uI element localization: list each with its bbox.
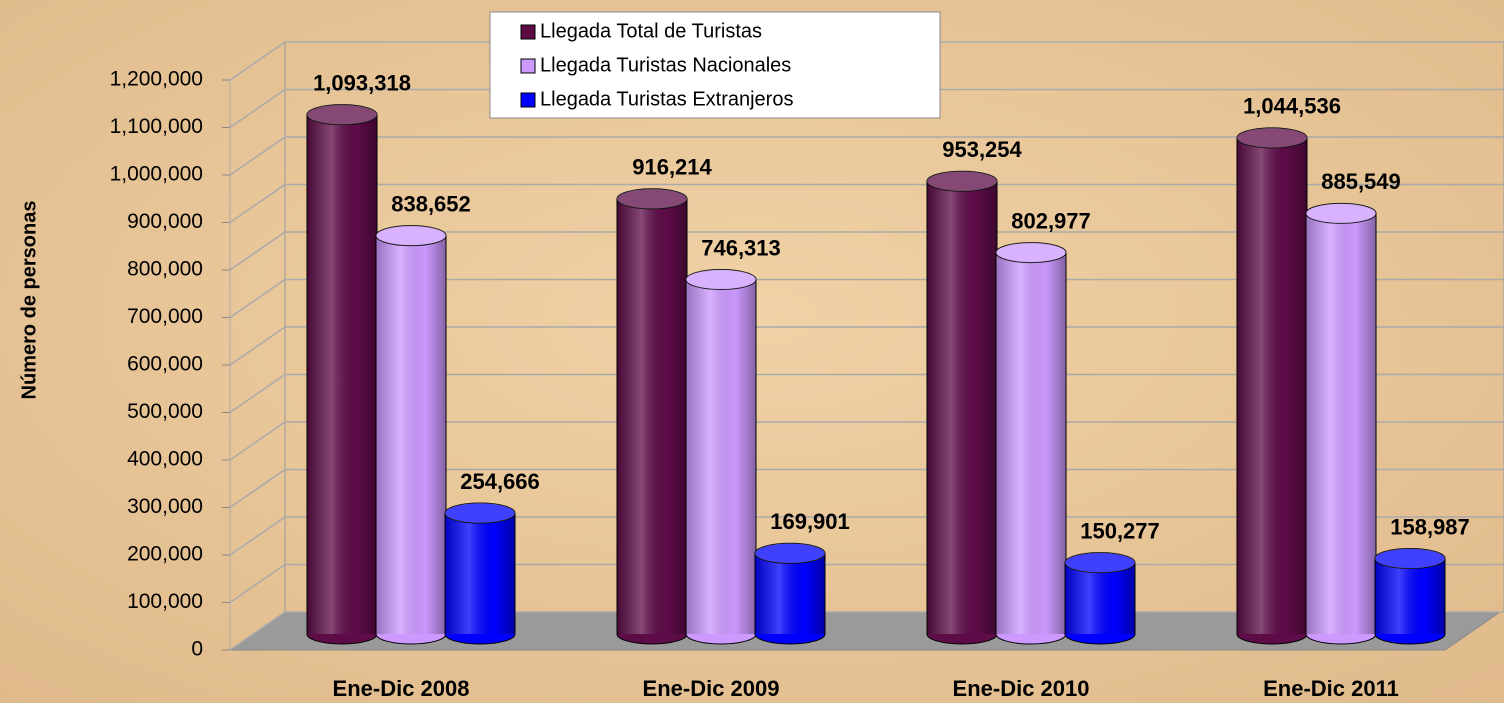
x-tick-label: Ene-Dic 2009: [643, 676, 780, 701]
side-grid-line: [229, 421, 286, 461]
side-grid-line: [229, 136, 286, 176]
bar-shade: [445, 513, 515, 634]
bar-shade: [617, 198, 687, 635]
y-tick-label: 400,000: [127, 448, 203, 471]
bar-top: [754, 542, 826, 564]
y-tick-label: 1,000,000: [110, 163, 203, 186]
bar-top-light: [1375, 548, 1445, 569]
side-grid-line: [229, 88, 286, 129]
bar-top: [444, 502, 516, 524]
side-grid-line: [229, 278, 286, 319]
bar-top: [616, 188, 688, 210]
side-grid-line: [229, 183, 286, 224]
side-grid-line: [229, 373, 286, 414]
bar-top-light: [617, 188, 687, 209]
bar-outline: [1064, 562, 1136, 634]
value-label: 1,044,536: [1243, 94, 1341, 119]
legend-swatch: [520, 58, 536, 74]
y-tick-label: 800,000: [127, 258, 203, 281]
side-grid-line: [229, 516, 286, 556]
side-grid-line: [229, 326, 286, 366]
value-label: 1,093,318: [313, 70, 411, 95]
y-tick-label: 0: [191, 638, 203, 661]
side-grid-line: [229, 41, 286, 81]
bar-top-light: [1065, 552, 1135, 573]
legend-box: [489, 11, 941, 119]
bar-shade: [686, 279, 756, 634]
legend-swatch: [520, 92, 536, 108]
bar-shade: [1237, 137, 1307, 634]
bar-top: [995, 242, 1067, 264]
y-tick-label: 200,000: [127, 543, 203, 566]
value-label: 158,987: [1390, 514, 1470, 539]
value-label: 953,254: [942, 137, 1022, 162]
side-grid-line: [229, 611, 286, 651]
bar-shade: [1065, 562, 1135, 634]
value-label: 885,549: [1321, 169, 1401, 194]
x-tick-label: Ene-Dic 2010: [953, 676, 1090, 701]
y-tick-label: 300,000: [127, 495, 203, 518]
bar-outline: [444, 513, 516, 634]
bar-shade: [307, 114, 377, 634]
bar-top-light: [755, 543, 825, 564]
value-label: 746,313: [701, 235, 781, 260]
bar-top: [1064, 552, 1136, 574]
side-grid-line: [229, 231, 286, 271]
y-tick-label: 1,200,000: [110, 68, 203, 91]
value-label: 838,652: [391, 191, 471, 216]
bar-top-light: [445, 503, 515, 524]
bar-shade: [1375, 558, 1445, 634]
value-label: 802,977: [1011, 208, 1091, 233]
bar-top: [375, 225, 447, 247]
bar-outline: [754, 553, 826, 634]
legend-label: Llegada Total de Turistas: [540, 20, 762, 42]
bar-top: [306, 104, 378, 126]
side-grid-line: [229, 563, 286, 604]
value-label: 916,214: [632, 155, 712, 180]
bar-top: [1305, 202, 1377, 224]
bar-outline: [1374, 558, 1446, 634]
bar-top-light: [1237, 127, 1307, 148]
bar-top: [926, 170, 998, 192]
bar-top: [1236, 127, 1308, 149]
y-tick-label: 500,000: [127, 400, 203, 423]
bar-top-light: [927, 171, 997, 192]
side-grid-line: [229, 468, 286, 509]
bar-top-light: [307, 104, 377, 125]
bar-shade: [755, 553, 825, 634]
y-axis-title: Número de personas: [18, 201, 40, 400]
value-label: 169,901: [770, 509, 850, 534]
bar-top: [685, 269, 757, 291]
bar-top-light: [686, 269, 756, 290]
bar-shade: [376, 235, 446, 634]
bar-top-light: [1306, 203, 1376, 224]
bar-top-light: [376, 225, 446, 246]
x-tick-label: Ene-Dic 2011: [1263, 676, 1399, 701]
legend-label: Llegada Turistas Nacionales: [540, 54, 791, 76]
bar-shade: [1306, 213, 1376, 634]
y-tick-label: 100,000: [127, 590, 203, 613]
bar-shade: [996, 252, 1066, 634]
bar-top: [1374, 547, 1446, 569]
legend-label: Llegada Turistas Extranjeros: [540, 88, 793, 110]
y-tick-label: 700,000: [127, 305, 203, 328]
y-tick-label: 1,100,000: [110, 115, 203, 138]
bar-top-light: [996, 242, 1066, 263]
value-label: 254,666: [460, 469, 540, 494]
y-tick-label: 900,000: [127, 210, 203, 233]
value-label: 150,277: [1080, 518, 1160, 543]
x-tick-label: Ene-Dic 2008: [333, 676, 470, 701]
bar-shade: [927, 181, 997, 634]
legend-swatch: [520, 24, 536, 40]
y-tick-label: 600,000: [127, 353, 203, 376]
